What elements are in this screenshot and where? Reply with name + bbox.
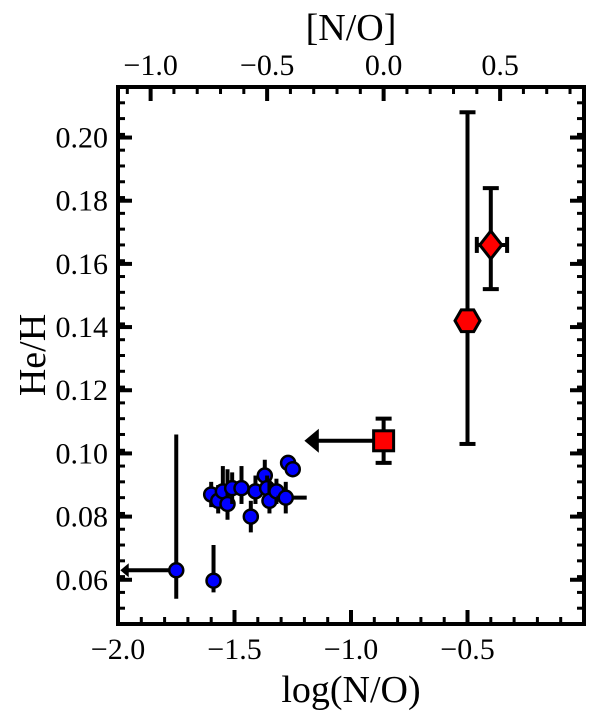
data-point xyxy=(284,460,301,478)
markers-layer xyxy=(120,110,510,599)
top-axis-title: [N/O] xyxy=(306,7,397,49)
data-point xyxy=(477,228,504,262)
x-tick-label: −0.5 xyxy=(440,633,494,666)
x-axis-title: log(N/O) xyxy=(281,669,420,711)
y-tick-label: 0.14 xyxy=(56,311,109,344)
top-tick-label: −1.0 xyxy=(123,49,177,82)
x-tick-label: −1.5 xyxy=(207,633,261,666)
y-tick-label: 0.16 xyxy=(56,248,109,281)
y-tick-label: 0.20 xyxy=(56,122,109,155)
y-tick-label: 0.10 xyxy=(56,437,109,470)
labels-layer: −2.0 −1.5 −1.0 −0.5 0.06 0.08 0.10 0.12 0.14 0.16… xyxy=(56,49,519,666)
y-axis-title: He/H xyxy=(12,314,54,396)
y-tick-label: 0.18 xyxy=(56,185,109,218)
y-tick-label: 0.06 xyxy=(56,564,109,597)
x-tick-label: −1.0 xyxy=(324,633,378,666)
data-point xyxy=(168,562,185,579)
top-tick-label: 0.0 xyxy=(365,49,403,82)
top-tick-label: 0.5 xyxy=(481,49,519,82)
plot-frame xyxy=(116,85,586,626)
arrow-head xyxy=(120,563,129,578)
arrow-head xyxy=(304,428,319,453)
top-tick-label: −0.5 xyxy=(240,49,294,82)
data-point xyxy=(277,489,295,506)
data-point xyxy=(205,572,222,589)
data-point xyxy=(233,479,250,497)
y-tick-label: 0.12 xyxy=(56,374,109,407)
data-point xyxy=(242,508,260,525)
ticks-layer xyxy=(116,85,586,626)
data-point xyxy=(453,308,482,334)
data-point xyxy=(372,429,396,453)
y-tick-label: 0.08 xyxy=(56,501,109,534)
x-tick-label: −2.0 xyxy=(91,633,145,666)
